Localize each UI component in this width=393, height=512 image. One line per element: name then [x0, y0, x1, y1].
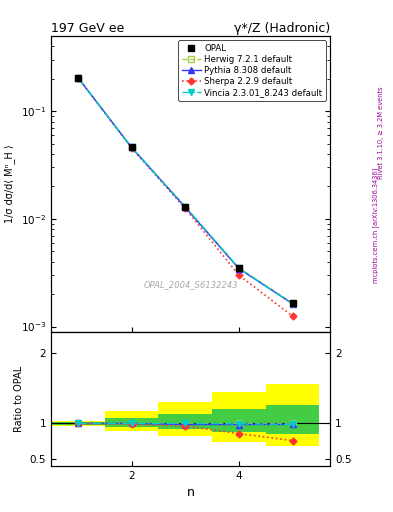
Text: γ*/Z (Hadronic): γ*/Z (Hadronic) [234, 22, 330, 35]
Y-axis label: 1/σ dσ/d⟨ Mⁿ_H ⟩: 1/σ dσ/d⟨ Mⁿ_H ⟩ [4, 144, 15, 223]
Y-axis label: Ratio to OPAL: Ratio to OPAL [14, 366, 24, 432]
Text: 197 GeV ee: 197 GeV ee [51, 22, 124, 35]
X-axis label: n: n [187, 486, 195, 499]
Legend: OPAL, Herwig 7.2.1 default, Pythia 8.308 default, Sherpa 2.2.9 default, Vincia 2: OPAL, Herwig 7.2.1 default, Pythia 8.308… [178, 40, 326, 101]
Text: mcplots.cern.ch [arXiv:1306.3436]: mcplots.cern.ch [arXiv:1306.3436] [372, 167, 379, 283]
Text: Rivet 3.1.10, ≥ 3.2M events: Rivet 3.1.10, ≥ 3.2M events [378, 87, 384, 179]
Text: OPAL_2004_S6132243: OPAL_2004_S6132243 [143, 280, 238, 289]
